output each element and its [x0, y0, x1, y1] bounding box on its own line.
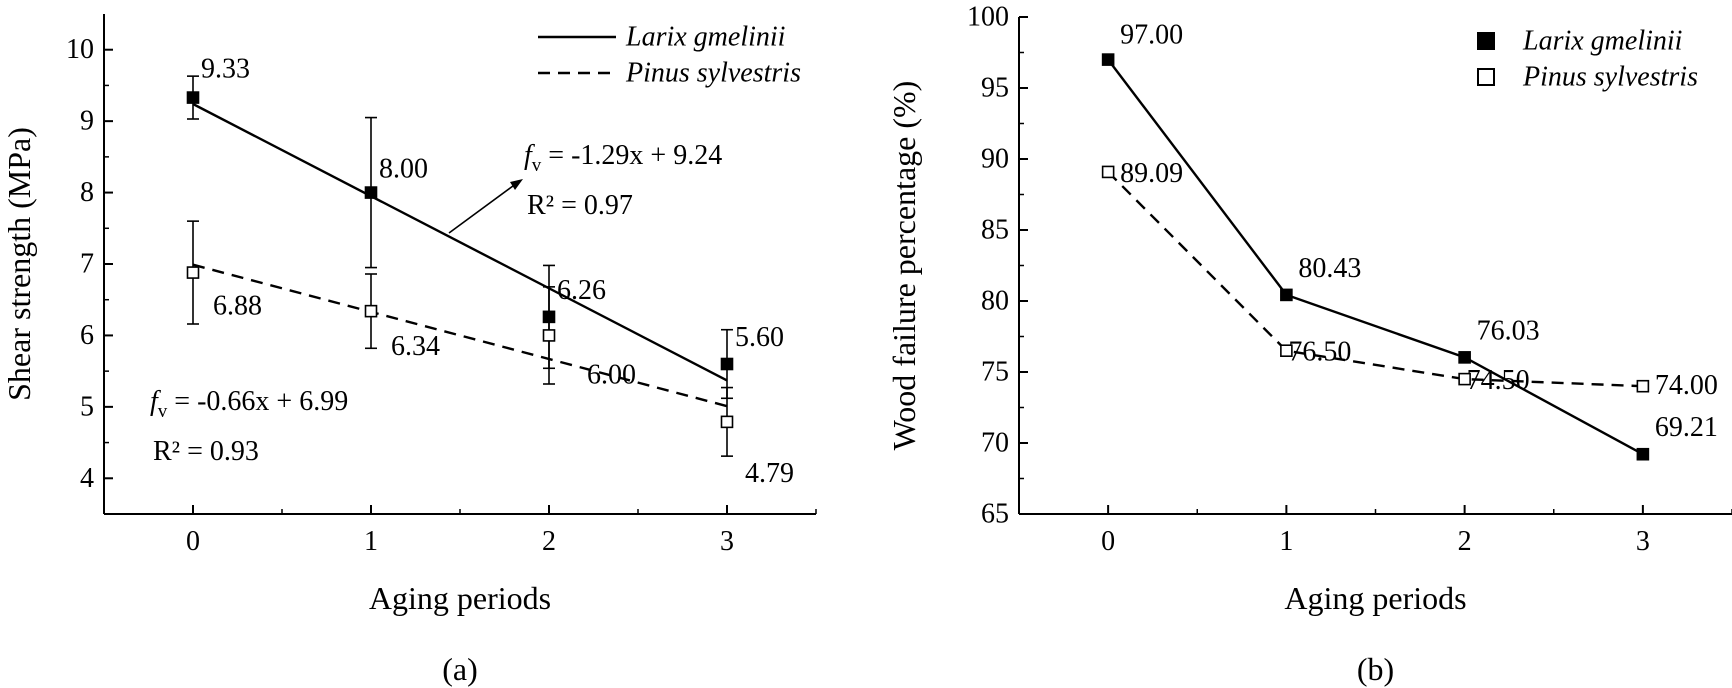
fit-equation: fv = -1.29x + 9.24	[524, 140, 722, 176]
data-label: 6.34	[391, 331, 440, 362]
legend: Larix gmelinii Pinus sylvestris	[538, 22, 801, 89]
y-tick-label: 80	[981, 286, 1009, 317]
data-label: 6.26	[557, 275, 606, 306]
data-point	[186, 266, 200, 279]
panel-label: (b)	[1357, 651, 1394, 687]
x-tick-label: 2	[542, 526, 556, 557]
series-line	[1107, 171, 1643, 388]
data-point	[1101, 165, 1115, 179]
data-point	[542, 329, 556, 342]
legend-label: Pinus sylvestris	[625, 58, 801, 89]
y-tick-label: 4	[80, 463, 94, 494]
data-point	[186, 91, 200, 104]
y-tick-label: 75	[981, 357, 1009, 388]
data-point	[1280, 288, 1293, 302]
y-tick-label: 9	[80, 106, 94, 137]
data-label: 89.09	[1120, 158, 1183, 189]
data-point	[720, 415, 734, 429]
x-tick-label: 2	[1458, 526, 1472, 557]
r-squared: R² = 0.97	[527, 190, 633, 221]
equation-arrowhead	[510, 179, 523, 190]
y-tick-label: 7	[80, 249, 94, 280]
y-tick-label: 90	[981, 144, 1009, 175]
y-axis-title: Wood failure percentage (%)	[886, 81, 922, 451]
legend-label: Pinus sylvestris	[1522, 62, 1698, 93]
series-larix-gmelinii: 97.00 80.43 76.03 69.21	[1107, 20, 1718, 456]
panel-b-wood-failure: 65 70 75 80 85 90 95 100 0 1 2 3 Aging periods Wood f…	[886, 2, 1732, 687]
panel-label: (a)	[442, 651, 478, 687]
data-label: 69.21	[1655, 412, 1718, 443]
data-point	[720, 357, 734, 371]
data-label: 76.50	[1288, 337, 1351, 368]
data-point	[1458, 372, 1471, 386]
data-point	[1280, 344, 1293, 358]
series-line	[1107, 58, 1644, 456]
y-tick-label: 70	[981, 428, 1009, 459]
y-tick-label: 10	[66, 34, 94, 65]
x-tick-label: 3	[720, 526, 734, 557]
y-tick-label: 8	[80, 177, 94, 208]
x-tick-label: 0	[186, 526, 200, 557]
data-point	[1636, 379, 1650, 393]
data-label: 8.00	[379, 154, 428, 185]
legend-swatch-marker	[1477, 68, 1495, 86]
trend-line	[192, 263, 728, 408]
data-label: 76.03	[1477, 315, 1540, 346]
data-label: 5.60	[735, 322, 784, 353]
r-squared: R² = 0.93	[153, 436, 259, 467]
series-pinus-sylvestris: 89.09 76.50 74.50 74.00	[1107, 158, 1718, 401]
data-label: 97.00	[1120, 20, 1183, 51]
series-pinus-sylvestris: 6.88 6.34 6.00 4.79 fv = -0.66x + 6.99 R² = 0…	[150, 220, 794, 489]
y-axis-title: Shear strength (MPa)	[1, 127, 37, 401]
series-larix-gmelinii: 9.33 8.00 6.26 5.60 fv = -1.29x + 9.24 R² = 0…	[187, 54, 784, 400]
data-label: 4.79	[745, 458, 794, 489]
data-label: 6.00	[587, 359, 636, 390]
y-tick-label: 5	[80, 391, 94, 422]
legend: Larix gmelinii Pinus sylvestris	[1477, 26, 1698, 93]
data-point	[1636, 447, 1650, 461]
data-label: 74.00	[1655, 370, 1718, 401]
equation-arrow	[448, 182, 518, 234]
y-tick-label: 100	[967, 2, 1009, 33]
x-tick-label: 1	[364, 526, 378, 557]
legend-swatch-marker	[1477, 32, 1495, 50]
legend-label: Larix gmelinii	[1522, 26, 1682, 57]
data-point	[364, 186, 378, 199]
y-tick-label: 6	[80, 320, 94, 351]
data-label: 74.50	[1467, 365, 1530, 396]
x-tick-label: 3	[1636, 526, 1650, 557]
y-tick-label: 95	[981, 73, 1009, 104]
data-point	[1458, 351, 1471, 364]
x-tick-label: 0	[1101, 526, 1115, 557]
fit-equation: fv = -0.66x + 6.99	[150, 386, 348, 422]
x-axis-title: Aging periods	[1284, 580, 1466, 616]
data-label: 9.33	[201, 54, 250, 85]
data-point	[1101, 53, 1115, 66]
y-tick-label: 65	[981, 499, 1009, 530]
data-point	[364, 304, 378, 318]
legend-label: Larix gmelinii	[625, 22, 785, 53]
x-tick-label: 1	[1279, 526, 1293, 557]
trend-line	[192, 102, 728, 382]
panel-a-shear-strength: 4 5 6 7 8 9 10 0 1 2 3 Aging periods Shear strength …	[1, 14, 817, 687]
y-tick-label: 85	[981, 215, 1009, 246]
x-axis-title: Aging periods	[369, 580, 551, 616]
data-label: 80.43	[1298, 253, 1361, 284]
data-label: 6.88	[213, 291, 262, 322]
